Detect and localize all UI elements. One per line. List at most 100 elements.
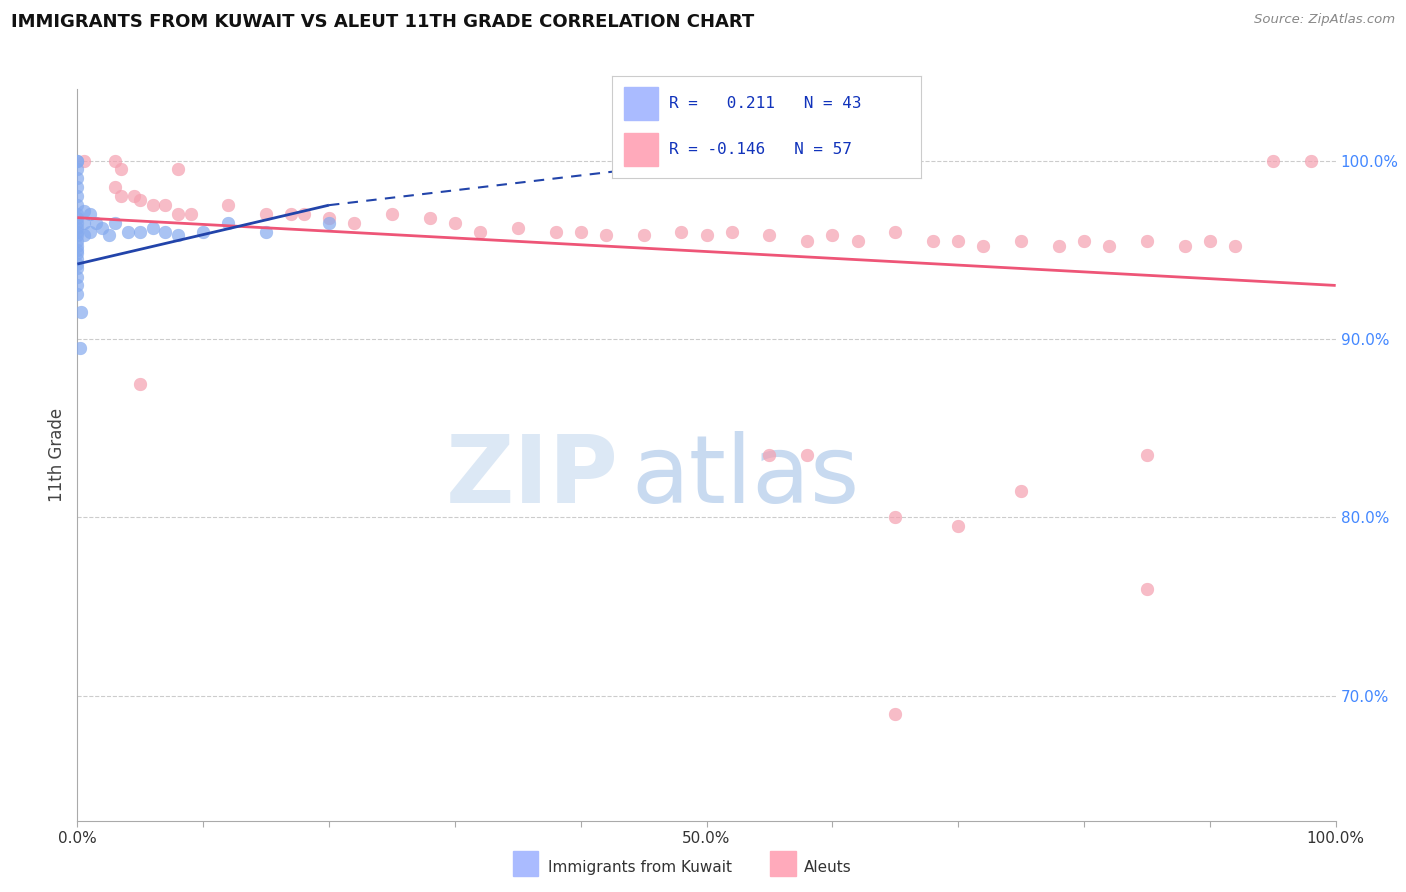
Point bbox=[343, 216, 366, 230]
Point bbox=[66, 234, 89, 248]
Point bbox=[97, 228, 120, 243]
Point bbox=[419, 211, 441, 225]
Point bbox=[66, 153, 89, 168]
Point bbox=[155, 225, 177, 239]
Point bbox=[69, 341, 91, 355]
Point bbox=[191, 225, 215, 239]
Point bbox=[444, 216, 467, 230]
Point bbox=[110, 162, 132, 177]
Point bbox=[972, 239, 994, 253]
Point bbox=[66, 243, 89, 257]
Point bbox=[1136, 448, 1159, 462]
Point bbox=[66, 228, 89, 243]
Point bbox=[1047, 239, 1070, 253]
Point bbox=[280, 207, 302, 221]
Bar bbox=[624, 87, 658, 120]
Point bbox=[122, 189, 145, 203]
Point bbox=[79, 225, 101, 239]
Point bbox=[66, 239, 89, 253]
Point bbox=[104, 216, 127, 230]
Point bbox=[66, 189, 89, 203]
Point bbox=[318, 211, 340, 225]
Point bbox=[66, 221, 89, 235]
Point bbox=[846, 234, 869, 248]
Point bbox=[66, 153, 89, 168]
Point bbox=[1073, 234, 1095, 248]
Point bbox=[1174, 239, 1197, 253]
Point bbox=[66, 246, 89, 260]
Point bbox=[180, 207, 202, 221]
Point bbox=[66, 278, 89, 293]
Text: IMMIGRANTS FROM KUWAIT VS ALEUT 11TH GRADE CORRELATION CHART: IMMIGRANTS FROM KUWAIT VS ALEUT 11TH GRA… bbox=[11, 13, 755, 31]
Point bbox=[948, 234, 970, 248]
Point bbox=[66, 216, 89, 230]
Point bbox=[66, 252, 89, 266]
Point bbox=[104, 180, 127, 194]
Point bbox=[884, 510, 907, 524]
Point bbox=[796, 234, 818, 248]
Point bbox=[66, 198, 89, 212]
Point bbox=[66, 162, 89, 177]
Point bbox=[821, 228, 844, 243]
Bar bbox=[624, 133, 658, 166]
Point bbox=[1136, 234, 1159, 248]
Text: Aleuts: Aleuts bbox=[804, 861, 852, 875]
Point bbox=[1136, 582, 1159, 596]
Point bbox=[91, 221, 114, 235]
Point bbox=[884, 225, 907, 239]
Point bbox=[254, 225, 277, 239]
Point bbox=[468, 225, 491, 239]
Point bbox=[696, 228, 718, 243]
Point bbox=[544, 225, 567, 239]
Point bbox=[595, 228, 617, 243]
Point bbox=[72, 153, 94, 168]
Point bbox=[217, 216, 239, 230]
Text: Source: ZipAtlas.com: Source: ZipAtlas.com bbox=[1254, 13, 1395, 27]
Text: R =   0.211   N = 43: R = 0.211 N = 43 bbox=[669, 96, 862, 111]
Point bbox=[292, 207, 315, 221]
Point bbox=[167, 228, 190, 243]
Point bbox=[758, 448, 780, 462]
Point bbox=[381, 207, 404, 221]
Point bbox=[884, 706, 907, 721]
Point bbox=[129, 225, 152, 239]
Point bbox=[1199, 234, 1222, 248]
Point bbox=[1010, 234, 1032, 248]
Point bbox=[506, 221, 529, 235]
Point bbox=[66, 269, 89, 284]
Point bbox=[796, 448, 818, 462]
Point bbox=[72, 203, 94, 218]
Point bbox=[1010, 483, 1032, 498]
Point bbox=[1299, 153, 1322, 168]
Text: atlas: atlas bbox=[631, 431, 859, 523]
Point bbox=[1098, 239, 1121, 253]
Point bbox=[66, 225, 89, 239]
Point bbox=[1261, 153, 1284, 168]
Point bbox=[79, 207, 101, 221]
Point bbox=[110, 189, 132, 203]
Point bbox=[318, 216, 340, 230]
Point bbox=[66, 257, 89, 271]
Point bbox=[66, 211, 89, 225]
Text: ZIP: ZIP bbox=[446, 431, 619, 523]
Point bbox=[167, 162, 190, 177]
Point bbox=[129, 193, 152, 207]
Point bbox=[948, 519, 970, 533]
Point bbox=[758, 228, 780, 243]
Point bbox=[66, 180, 89, 194]
Point bbox=[84, 216, 107, 230]
Point bbox=[1223, 239, 1246, 253]
Point bbox=[167, 207, 190, 221]
Point bbox=[66, 260, 89, 275]
Point bbox=[142, 221, 165, 235]
Y-axis label: 11th Grade: 11th Grade bbox=[48, 408, 66, 502]
Point bbox=[66, 207, 89, 221]
Point bbox=[155, 198, 177, 212]
Point bbox=[66, 287, 89, 301]
Point bbox=[922, 234, 945, 248]
Text: Immigrants from Kuwait: Immigrants from Kuwait bbox=[548, 861, 733, 875]
Point bbox=[633, 228, 655, 243]
Point bbox=[129, 376, 152, 391]
Point bbox=[671, 225, 693, 239]
Point bbox=[117, 225, 139, 239]
